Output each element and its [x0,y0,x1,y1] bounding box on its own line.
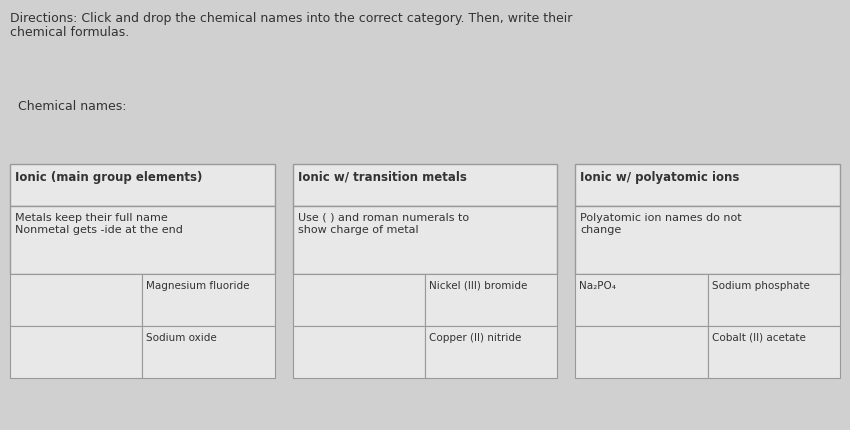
Bar [10,326,142,378]
Text: Directions: Click and drop the chemical names into the correct category. Then, w: Directions: Click and drop the chemical … [10,12,572,25]
Text: Use ( ) and roman numerals to
show charge of metal: Use ( ) and roman numerals to show charg… [298,212,469,234]
Bar [575,274,708,326]
Bar [10,165,275,206]
Bar [292,165,558,206]
Bar [575,206,840,274]
Text: Magnesium fluoride: Magnesium fluoride [146,280,250,290]
Bar [142,274,275,326]
Text: Sodium phosphate: Sodium phosphate [711,280,809,290]
Text: Nickel (III) bromide: Nickel (III) bromide [429,280,527,290]
Text: Sodium oxide: Sodium oxide [146,332,217,342]
Bar [708,274,840,326]
Bar [425,274,558,326]
Text: Chemical names:: Chemical names: [18,100,127,113]
Text: Ionic w/ polyatomic ions: Ionic w/ polyatomic ions [581,171,740,184]
Bar [708,326,840,378]
Bar [292,206,558,274]
Bar [292,274,425,326]
Text: chemical formulas.: chemical formulas. [10,26,129,39]
Text: Metals keep their full name
Nonmetal gets -ide at the end: Metals keep their full name Nonmetal get… [15,212,183,234]
Text: Cobalt (II) acetate: Cobalt (II) acetate [711,332,806,342]
Bar [425,326,558,378]
Bar [575,165,840,206]
Bar [10,206,275,274]
Bar [575,326,708,378]
Text: Na₂PO₄: Na₂PO₄ [580,280,616,290]
Text: Ionic w/ transition metals: Ionic w/ transition metals [298,171,467,184]
Bar [142,326,275,378]
Bar [10,274,142,326]
Text: Polyatomic ion names do not
change: Polyatomic ion names do not change [581,212,742,234]
Text: Copper (II) nitride: Copper (II) nitride [429,332,521,342]
Bar [292,326,425,378]
Text: Ionic (main group elements): Ionic (main group elements) [15,171,202,184]
